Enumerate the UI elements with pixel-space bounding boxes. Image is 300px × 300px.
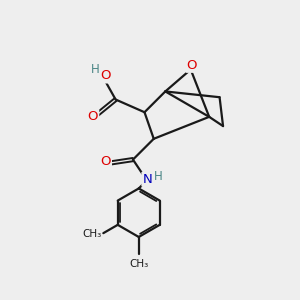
Text: O: O [187, 59, 197, 72]
Text: O: O [100, 70, 110, 83]
Text: O: O [100, 155, 111, 168]
Text: H: H [154, 170, 163, 183]
Text: CH₃: CH₃ [82, 229, 101, 239]
Text: N: N [142, 173, 152, 186]
Text: H: H [91, 62, 100, 76]
Text: CH₃: CH₃ [129, 260, 148, 269]
Text: O: O [88, 110, 98, 123]
